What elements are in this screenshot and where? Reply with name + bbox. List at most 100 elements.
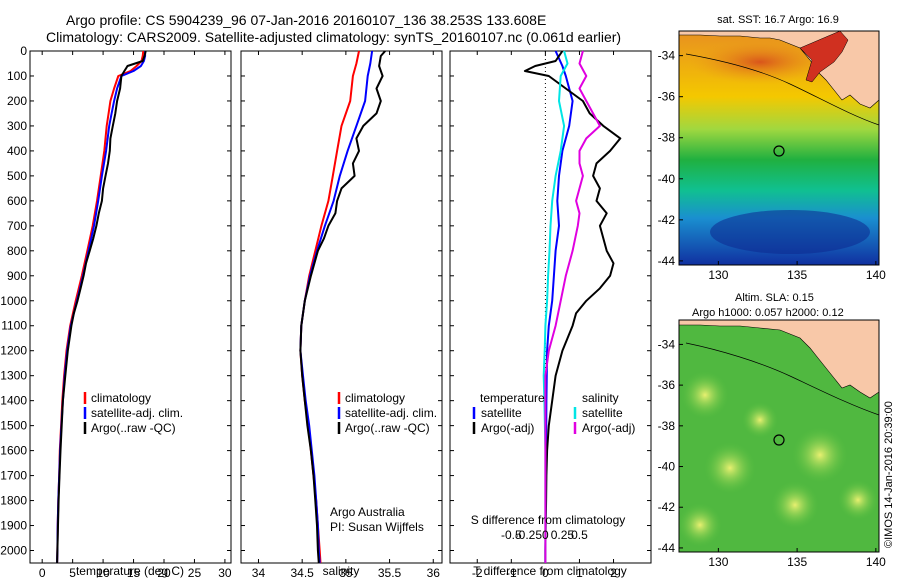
y-tick-label: 1500 [0, 419, 27, 433]
s-diff-tick-label: 0.5 [571, 528, 588, 542]
sla-map-title-1: Altim. SLA: 0.15 [735, 292, 814, 304]
x-tick-label: 35 [339, 566, 353, 580]
sst-gulf-warm [799, 30, 849, 83]
map-lat-label: -42 [658, 213, 676, 227]
x-tick-label: -1 [506, 566, 517, 580]
y-tick-label: 100 [7, 69, 27, 83]
series-line-climatology [56, 50, 145, 564]
y-tick-label: 1800 [0, 494, 27, 508]
y-tick-label: 1400 [0, 394, 27, 408]
map-lon-label: 135 [787, 268, 807, 282]
y-tick-label: 2000 [0, 544, 27, 558]
series-line-salinity-argo-adj- [544, 50, 601, 563]
salinity-xlabel: salinity [323, 564, 360, 578]
x-tick-label: -2 [472, 566, 483, 580]
y-tick-label: 400 [7, 144, 27, 158]
y-tick-label: 800 [7, 244, 27, 258]
map-lat-label: -44 [658, 254, 676, 268]
y-tick-label: 1100 [1, 319, 27, 333]
x-tick-label: 30 [218, 566, 232, 580]
map-lat-label: -44 [658, 541, 676, 555]
y-tick-label: 0 [20, 44, 27, 58]
imos-credit: ©IMOS 14-Jan-2016 20:39:00 [883, 401, 895, 548]
map-lat-label: -40 [658, 460, 676, 474]
x-tick-label: 2 [610, 566, 617, 580]
difference-legend: temperature satellite Argo(-adj) salinit… [472, 391, 635, 435]
y-tick-label: 1000 [0, 294, 27, 308]
y-tick-label: 1700 [0, 469, 27, 483]
y-tick-label: 1900 [0, 519, 27, 533]
map-lat-label: -38 [658, 131, 676, 145]
x-tick-label: 0 [39, 566, 46, 580]
series-line-argo-raw-qc- [299, 50, 386, 564]
legend-header-temperature: temperature [480, 391, 545, 405]
difference-panel-frame [449, 50, 652, 564]
y-tick-label: 1200 [0, 344, 27, 358]
x-tick-label: 10 [96, 566, 110, 580]
s-diff-tick-label: -0.5 [501, 528, 522, 542]
difference-xlabel: T difference from climatology [473, 564, 627, 578]
temperature-legend: climatology satellite-adj. clim. Argo(..… [83, 391, 183, 435]
y-tick-label: 300 [7, 119, 27, 133]
sla-shelf-contour [685, 342, 880, 416]
legend-text-satellite: satellite-adj. clim. [91, 406, 183, 420]
sla-land-mass [678, 319, 880, 399]
legend-text-satellite: satellite-adj. clim. [345, 406, 437, 420]
annotation-pi: PI: Susan Wijffels [330, 520, 424, 534]
map-lon-label: 140 [866, 555, 886, 569]
chart-title-line2: Climatology: CARS2009. Satellite-adjuste… [46, 29, 622, 45]
y-tick-label: 1600 [0, 444, 27, 458]
x-tick-label: 25 [188, 566, 202, 580]
sla-map-ticks: -34 -36 -38 -40 -42 -44 130 135 140 [658, 337, 887, 569]
s-difference-ticks: -0.5-0.25 0 0.250.5 [501, 528, 588, 542]
sla-map-title-2: Argo h1000: 0.057 h2000: 0.12 [692, 307, 844, 319]
s-diff-tick-label: 0.25 [551, 528, 575, 542]
y-tick-label: 900 [7, 269, 27, 283]
y-tick-label: 200 [7, 94, 27, 108]
annotation-argo-australia: Argo Australia [330, 505, 405, 519]
legend-text-argo: Argo(..raw -QC) [91, 421, 176, 435]
sst-argo-location-marker [773, 145, 785, 157]
difference-top-xlabel: S difference from climatology [471, 513, 626, 527]
map-lon-label: 130 [708, 555, 728, 569]
y-tick-label: 700 [7, 219, 27, 233]
legend-text-s-argo: Argo(-adj) [582, 421, 635, 435]
map-lat-label: -34 [658, 337, 676, 351]
series-line-climatology [299, 50, 360, 564]
legend-header-salinity: salinity [582, 391, 619, 405]
legend-text-t-argo: Argo(-adj) [481, 421, 534, 435]
x-tick-label: 15 [127, 566, 141, 580]
sst-map-ticks: -34 -36 -38 -40 -42 -44 130 135 140 [658, 49, 887, 282]
legend-text-s-satellite: satellite [582, 406, 623, 420]
map-lat-label: -36 [658, 378, 676, 392]
map-lat-label: -34 [658, 49, 676, 63]
x-tick-label: 36 [427, 566, 441, 580]
salinity-panel-frame [240, 50, 443, 564]
map-lon-label: 140 [866, 268, 886, 282]
sst-shelf-contour [685, 53, 880, 126]
sst-map [678, 30, 880, 266]
map-lat-label: -36 [658, 90, 676, 104]
temperature-xlabel: temperature (deg C) [76, 564, 184, 578]
sla-argo-location-marker [773, 434, 785, 446]
s-diff-tick-label: -0.25 [515, 528, 543, 542]
temperature-panel-frame [29, 50, 232, 564]
y-tick-label: 1300 [0, 369, 27, 383]
s-diff-tick-label: 0 [542, 528, 549, 542]
legend-text-climatology: climatology [345, 391, 405, 405]
x-tick-label: 0 [542, 566, 549, 580]
panel-frames [29, 50, 652, 564]
legend-text-argo: Argo(..raw -QC) [345, 421, 430, 435]
x-tick-label: 20 [157, 566, 171, 580]
x-tick-label: 5 [69, 566, 76, 580]
chart-title-line1: Argo profile: CS 5904239_96 07-Jan-2016 … [66, 12, 547, 28]
map-lon-label: 130 [708, 268, 728, 282]
map-lat-label: -40 [658, 172, 676, 186]
map-lat-label: -38 [658, 419, 676, 433]
sla-map [678, 319, 880, 553]
x-tick-label: 35.5 [378, 566, 402, 580]
x-tick-label: 1 [576, 566, 583, 580]
salinity-legend: climatology satellite-adj. clim. Argo(..… [330, 391, 437, 534]
x-tick-label: 34 [252, 566, 266, 580]
